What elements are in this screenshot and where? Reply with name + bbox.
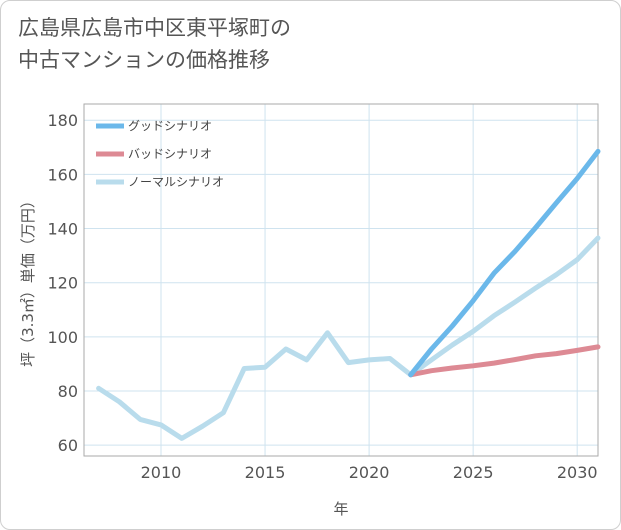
chart-title: 広島県広島市中区東平塚町の 中古マンションの価格推移 bbox=[18, 12, 291, 76]
y-tick-label: 140 bbox=[47, 220, 78, 239]
y-tick-label: 120 bbox=[47, 274, 78, 293]
y-axis-title: 坪（3.3㎡）単価（万円） bbox=[19, 193, 37, 367]
legend-label: バッドシナリオ bbox=[128, 147, 212, 161]
series-line-1 bbox=[408, 344, 601, 378]
y-tick-label: 180 bbox=[47, 111, 78, 130]
plot-area bbox=[84, 104, 598, 456]
x-tick-label: 2025 bbox=[453, 463, 494, 482]
x-tick-label: 2020 bbox=[349, 463, 390, 482]
y-tick-label: 80 bbox=[58, 382, 78, 401]
x-tick-label: 2030 bbox=[557, 463, 598, 482]
y-tick-label: 160 bbox=[47, 165, 78, 184]
x-tick-label: 2010 bbox=[141, 463, 182, 482]
series-line-2 bbox=[96, 235, 601, 441]
chart-title-line1: 広島県広島市中区東平塚町の bbox=[18, 16, 291, 40]
chart-title-line2: 中古マンションの価格推移 bbox=[18, 48, 270, 72]
series-line-0 bbox=[408, 148, 601, 378]
y-tick-label: 100 bbox=[47, 328, 78, 347]
x-tick-label: 2015 bbox=[245, 463, 286, 482]
legend-label: ノーマルシナリオ bbox=[128, 175, 224, 189]
legend-label: グッドシナリオ bbox=[128, 119, 212, 133]
y-tick-label: 60 bbox=[58, 436, 78, 455]
plot-frame bbox=[83, 103, 599, 457]
x-axis-title: 年 bbox=[333, 500, 348, 518]
